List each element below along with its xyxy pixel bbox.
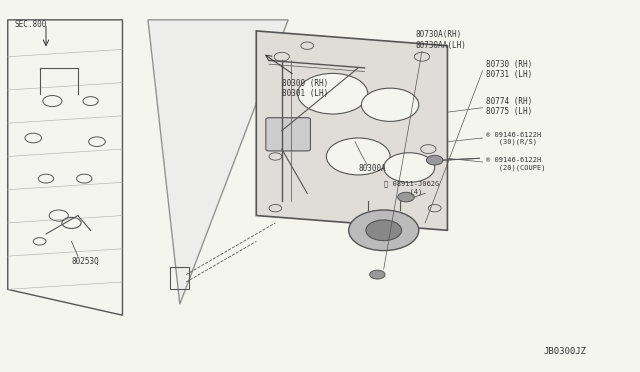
Text: 80730A(RH)
80730AA(LH): 80730A(RH) 80730AA(LH) [415, 30, 467, 49]
Text: Ⓝ 08911-J062G
      (4): Ⓝ 08911-J062G (4) [384, 181, 439, 195]
Circle shape [326, 138, 390, 175]
Circle shape [366, 220, 401, 241]
Circle shape [384, 153, 435, 182]
Text: 80730 (RH)
80731 (LH): 80730 (RH) 80731 (LH) [486, 60, 532, 79]
Circle shape [349, 210, 419, 251]
Text: 80253Q: 80253Q [72, 257, 99, 266]
Text: 80774 (RH)
80775 (LH): 80774 (RH) 80775 (LH) [486, 97, 532, 116]
Text: JB0300JZ: JB0300JZ [543, 347, 586, 356]
Circle shape [362, 88, 419, 121]
Text: ® 09146-6122H
   (30)(R/S): ® 09146-6122H (30)(R/S) [486, 132, 541, 145]
Circle shape [298, 73, 368, 114]
Circle shape [370, 270, 385, 279]
Polygon shape [256, 31, 447, 230]
Text: 80300 (RH)
80301 (LH): 80300 (RH) 80301 (LH) [282, 79, 328, 98]
Polygon shape [148, 20, 288, 304]
Circle shape [426, 155, 443, 165]
Circle shape [397, 192, 414, 202]
Text: SEC.800: SEC.800 [14, 20, 47, 29]
FancyBboxPatch shape [266, 118, 310, 151]
Text: 80300A: 80300A [358, 164, 386, 173]
Text: ® 09146-6122H
   (20)(COUPE): ® 09146-6122H (20)(COUPE) [486, 157, 545, 171]
